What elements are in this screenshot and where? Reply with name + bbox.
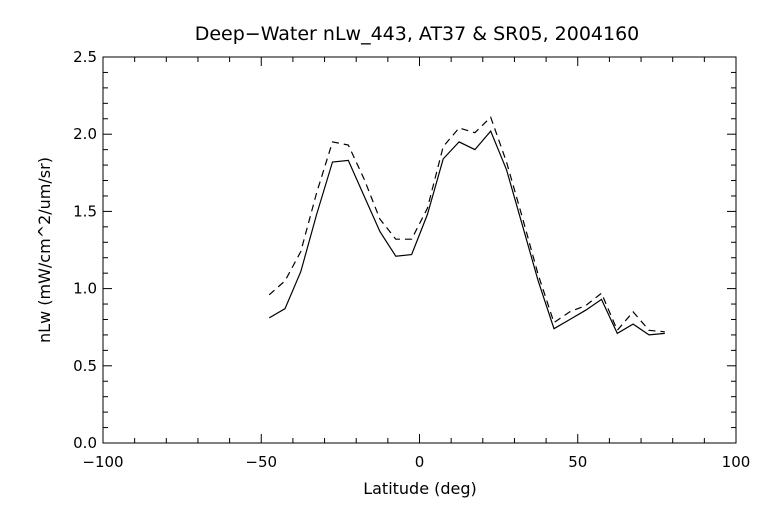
y-tick-label: 1.0	[73, 280, 97, 298]
tick-labels: −100 −50 0 50 100 0.0 0.5 1.0 1.5 2.0 2.5	[73, 48, 750, 471]
y-tick-label: 2.0	[73, 125, 97, 143]
x-tick-label: −50	[245, 453, 277, 471]
y-tick-label: 0.5	[73, 357, 97, 375]
plot-frame	[102, 56, 737, 444]
x-tick-label: 50	[568, 453, 587, 471]
y-tick-label: 1.5	[73, 202, 97, 220]
x-tick-label: 100	[722, 453, 751, 471]
y-tick-label: 2.5	[73, 48, 97, 66]
series-line-solid	[268, 129, 665, 336]
axis-ticks	[102, 56, 737, 444]
series-line-dashed	[268, 116, 665, 333]
y-tick-label: 0.0	[73, 434, 97, 452]
series-group	[268, 116, 665, 336]
x-tick-label: 0	[415, 453, 425, 471]
x-axis-label: Latitude (deg)	[363, 479, 477, 498]
chart-title: Deep−Water nLw_443, AT37 & SR05, 2004160	[195, 23, 640, 45]
x-tick-label: −100	[82, 453, 123, 471]
y-axis-label: nLw (mW/cm^2/um/sr)	[35, 157, 54, 343]
